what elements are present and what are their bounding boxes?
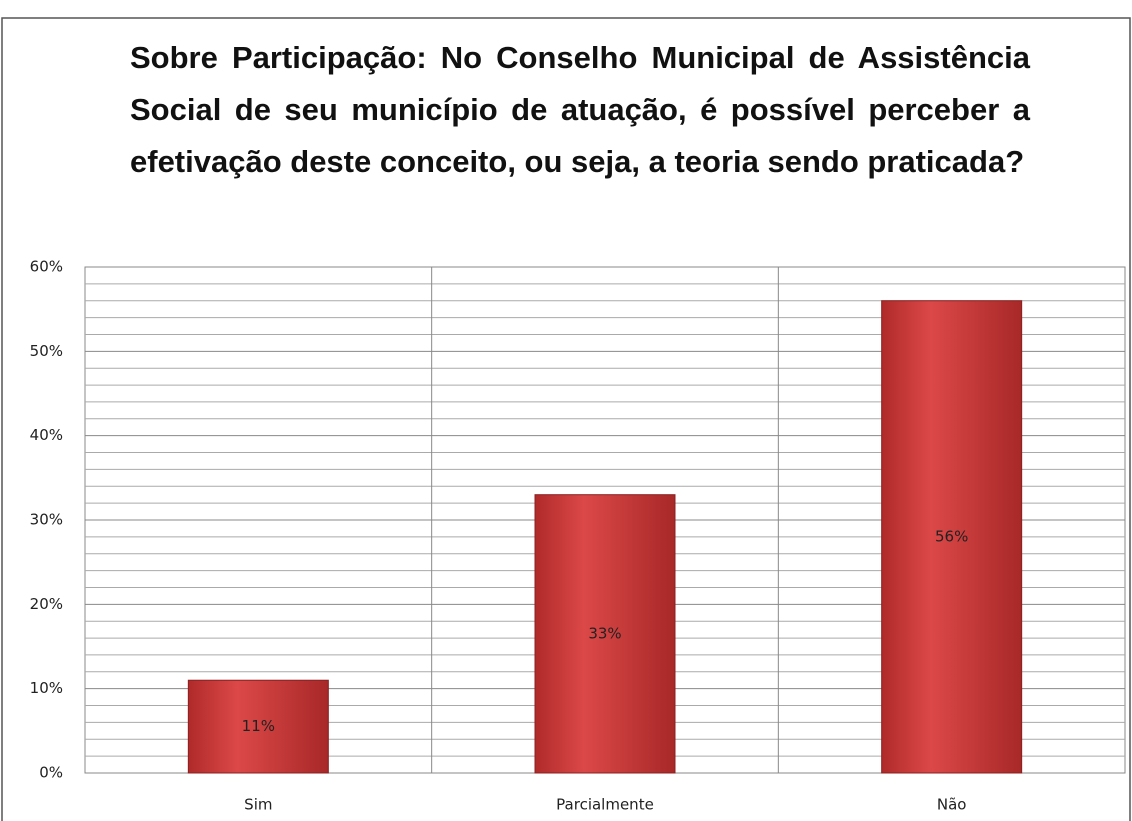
y-tick-label: 30% (30, 511, 63, 529)
data-label: 33% (588, 624, 621, 642)
bar (534, 494, 676, 774)
chart-title: Sobre Participação: No Conselho Municipa… (130, 40, 1030, 179)
y-tick-label: 20% (30, 595, 63, 613)
data-label: 56% (935, 527, 968, 545)
x-tick-label: Parcialmente (556, 796, 654, 814)
x-tick-label: Não (937, 796, 967, 814)
y-tick-label: 0% (39, 764, 63, 782)
y-tick-label: 10% (30, 679, 63, 697)
frame (1, 17, 1131, 821)
y-tick-label: 60% (30, 258, 63, 276)
y-tick-label: 40% (30, 426, 63, 444)
bar (187, 679, 329, 774)
y-tick-label: 50% (30, 342, 63, 360)
bar (881, 300, 1023, 774)
x-tick-label: Sim (244, 796, 272, 814)
data-label: 11% (242, 717, 275, 735)
